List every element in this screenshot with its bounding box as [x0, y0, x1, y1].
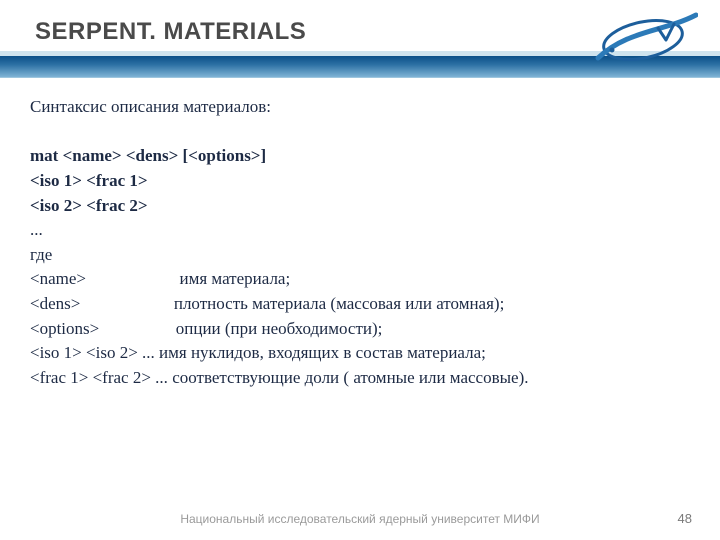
intro-line: Синтаксис описания материалов:	[30, 95, 690, 120]
def-desc: опции (при необходимости);	[176, 319, 383, 338]
footer-text: Национальный исследовательский ядерный у…	[0, 512, 720, 526]
logo	[588, 10, 698, 70]
def-pad	[99, 319, 176, 338]
def-row-0: <name> имя материала;	[30, 267, 690, 292]
syntax-line-1: <iso 1> <frac 1>	[30, 169, 690, 194]
def-desc: соответствующие доли ( атомные или массо…	[172, 368, 528, 387]
slide: SERPENT. MATERIALS Синтаксис описания ма…	[0, 0, 720, 540]
blank-line	[30, 120, 690, 145]
def-term: <dens>	[30, 294, 80, 313]
def-term: <options>	[30, 319, 99, 338]
page-title: SERPENT. MATERIALS	[35, 18, 306, 46]
def-desc: имя нуклидов, входящих в состав материал…	[159, 343, 486, 362]
body-text: Синтаксис описания материалов: mat <name…	[30, 95, 690, 391]
def-term: <frac 1> <frac 2> ...	[30, 368, 172, 387]
def-desc: плотность материала (массовая или атомна…	[170, 294, 505, 313]
def-row-3: <iso 1> <iso 2> ... имя нуклидов, входящ…	[30, 341, 690, 366]
syntax-line-2: <iso 2> <frac 2>	[30, 194, 690, 219]
ellipsis-line: ...	[30, 218, 690, 243]
def-row-1: <dens> плотность материала (массовая или…	[30, 292, 690, 317]
def-row-2: <options> опции (при необходимости);	[30, 317, 690, 342]
def-row-4: <frac 1> <frac 2> ... соответствующие до…	[30, 366, 690, 391]
syntax-line-0: mat <name> <dens> [<options>]	[30, 144, 690, 169]
def-desc: имя материала;	[175, 269, 290, 288]
where-line: где	[30, 243, 690, 268]
def-pad	[86, 269, 175, 288]
header-band: SERPENT. MATERIALS	[0, 0, 720, 78]
def-term: <name>	[30, 269, 86, 288]
page-number: 48	[678, 511, 692, 526]
def-term: <iso 1> <iso 2> ...	[30, 343, 159, 362]
def-pad	[80, 294, 169, 313]
